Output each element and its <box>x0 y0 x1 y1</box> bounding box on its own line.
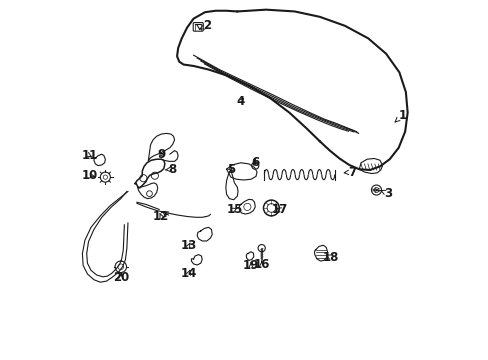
Text: 18: 18 <box>322 251 338 264</box>
Text: 15: 15 <box>226 203 242 216</box>
Text: 11: 11 <box>81 149 98 162</box>
Text: 19: 19 <box>242 259 259 272</box>
Text: 3: 3 <box>380 187 391 200</box>
Text: 13: 13 <box>181 239 197 252</box>
Text: 5: 5 <box>226 163 235 176</box>
Text: 4: 4 <box>236 95 244 108</box>
Text: 9: 9 <box>157 148 165 161</box>
Text: 1: 1 <box>394 109 406 122</box>
Text: 10: 10 <box>81 169 98 182</box>
Text: 20: 20 <box>112 271 129 284</box>
Text: 6: 6 <box>251 156 259 169</box>
Text: 12: 12 <box>153 210 169 223</box>
Text: 17: 17 <box>271 203 287 216</box>
Text: 8: 8 <box>165 163 176 176</box>
Text: 14: 14 <box>181 267 197 280</box>
Text: 7: 7 <box>344 166 355 179</box>
Text: 2: 2 <box>199 19 210 32</box>
Text: 16: 16 <box>253 258 269 271</box>
